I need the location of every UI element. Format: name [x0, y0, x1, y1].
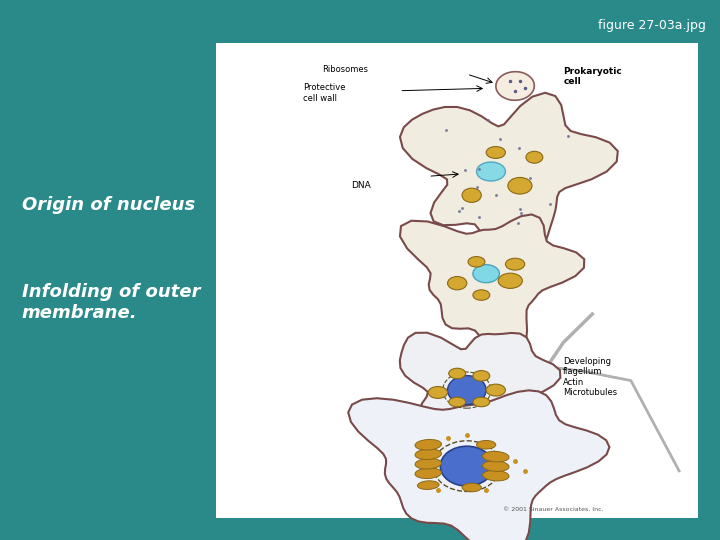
Polygon shape	[400, 214, 584, 361]
Ellipse shape	[473, 290, 490, 300]
Ellipse shape	[505, 258, 525, 270]
Ellipse shape	[482, 461, 509, 471]
Ellipse shape	[477, 441, 496, 449]
Ellipse shape	[473, 370, 490, 381]
Ellipse shape	[418, 481, 439, 489]
Text: Actin: Actin	[563, 379, 585, 388]
Polygon shape	[348, 390, 609, 540]
Circle shape	[441, 446, 493, 486]
Ellipse shape	[462, 188, 482, 202]
Ellipse shape	[482, 470, 509, 481]
Text: Protective
cell wall: Protective cell wall	[303, 83, 346, 103]
Text: Ribosomes: Ribosomes	[322, 65, 368, 74]
Ellipse shape	[449, 397, 466, 407]
Ellipse shape	[415, 458, 441, 469]
Ellipse shape	[498, 273, 522, 288]
Ellipse shape	[473, 397, 490, 407]
Ellipse shape	[508, 178, 532, 194]
Circle shape	[448, 376, 486, 404]
Ellipse shape	[415, 449, 441, 460]
Text: © 2001 Sinauer Associates, Inc.: © 2001 Sinauer Associates, Inc.	[503, 507, 604, 511]
Polygon shape	[400, 333, 560, 458]
Ellipse shape	[496, 72, 534, 100]
Text: figure 27-03a.jpg: figure 27-03a.jpg	[598, 19, 706, 32]
Ellipse shape	[415, 440, 441, 450]
Ellipse shape	[526, 151, 543, 163]
Ellipse shape	[415, 468, 441, 478]
FancyBboxPatch shape	[216, 43, 698, 518]
Text: Infolding of outer
membrane.: Infolding of outer membrane.	[22, 283, 200, 322]
Text: Developing
flagellum: Developing flagellum	[563, 356, 611, 376]
Text: DNA: DNA	[351, 181, 371, 190]
Polygon shape	[400, 93, 618, 271]
Ellipse shape	[486, 384, 505, 396]
Text: Prokaryotic
cell: Prokaryotic cell	[563, 67, 622, 86]
Ellipse shape	[462, 483, 482, 492]
Ellipse shape	[428, 387, 448, 399]
Ellipse shape	[468, 256, 485, 267]
Ellipse shape	[449, 368, 466, 379]
Text: Microtubules: Microtubules	[563, 388, 618, 397]
Ellipse shape	[482, 451, 509, 462]
Text: Origin of nucleus: Origin of nucleus	[22, 196, 195, 214]
Ellipse shape	[486, 146, 505, 158]
Ellipse shape	[473, 265, 500, 283]
Ellipse shape	[477, 162, 505, 181]
Ellipse shape	[448, 276, 467, 290]
